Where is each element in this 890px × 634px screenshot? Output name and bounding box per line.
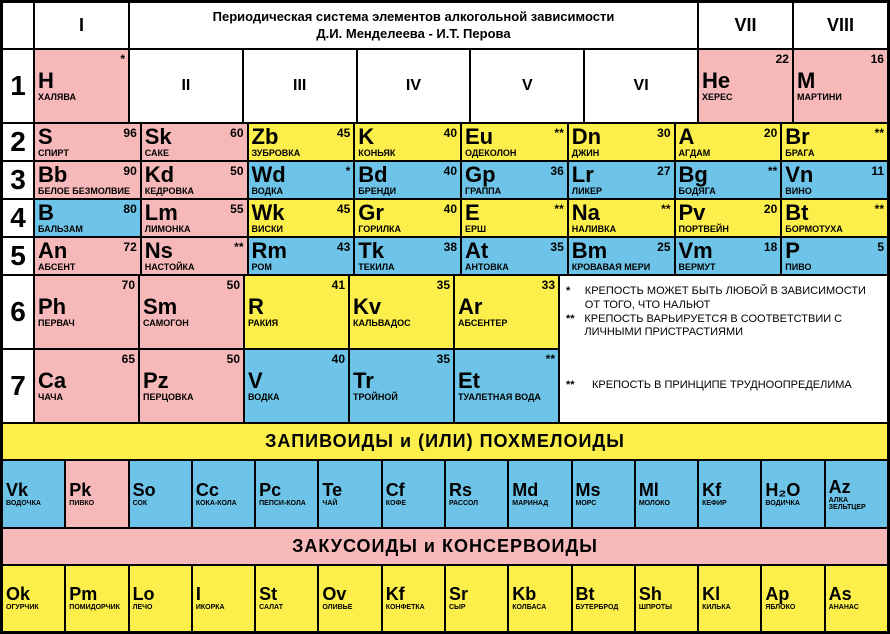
el-Lr: 27LrЛИКЕР (568, 161, 675, 199)
el-Pz: 50PzПЕРЦОВКА (139, 349, 244, 423)
el-Ar: 33ArАБСЕНТЕР (454, 275, 559, 349)
el-Lo: LoЛЕЧО (129, 565, 192, 632)
el-Et: **EtТУАЛЕТНАЯ ВОДА (454, 349, 559, 423)
el-E: **EЕРШ (461, 199, 568, 237)
el-P: 5PПИВО (781, 237, 888, 275)
col-I: I (34, 2, 129, 49)
rownum-7: 7 (2, 349, 34, 423)
title-line1: Периодическая система элементов алкоголь… (213, 9, 615, 26)
el-Kd: 50KdКЕДРОВКА (141, 161, 248, 199)
el-Ph: 70PhПЕРВАЧ (34, 275, 139, 349)
legend: *КРЕПОСТЬ МОЖЕТ БЫТЬ ЛЮБОЙ В ЗАВИСИМОСТИ… (559, 275, 888, 349)
band-zakusoidy: ЗАКУСОИДЫ и КОНСЕРВОИДЫ (2, 528, 888, 565)
el-Zb: 45ZbЗУБРОВКА (248, 123, 355, 161)
el-Vm: 18VmВЕРМУТ (675, 237, 782, 275)
el-Lm: 55LmЛИМОНКА (141, 199, 248, 237)
el-Gr: 40GrГОРИЛКА (354, 199, 461, 237)
el-He: 22HeХЕРЕС (698, 49, 793, 123)
el-Kf: KfКЕФИР (698, 460, 761, 527)
rownum-3: 3 (2, 161, 34, 199)
col-III: III (243, 49, 357, 123)
el-Ov: OvОЛИВЬЕ (318, 565, 381, 632)
el-Pm: PmПОМИДОРЧИК (65, 565, 128, 632)
el-Te: TeЧАЙ (318, 460, 381, 527)
el-Gp: 36GpГРАППА (461, 161, 568, 199)
col-II: II (129, 49, 243, 123)
col-VIII: VIII (793, 2, 888, 49)
el-B: 80BБАЛЬЗАМ (34, 199, 141, 237)
el-Sr: SrСЫР (445, 565, 508, 632)
el-Kb: KbКОЛБАСА (508, 565, 571, 632)
el-Pv: 20PvПОРТВЕЙН (675, 199, 782, 237)
el-St: StСАЛАТ (255, 565, 318, 632)
el-As: AsАНАНАС (825, 565, 888, 632)
el-Pc: PcПЕПСИ-КОЛА (255, 460, 318, 527)
el-Sm: 50SmСАМОГОН (139, 275, 244, 349)
el-Bd: 40BdБРЕНДИ (354, 161, 461, 199)
el-V: 40VВОДКА (244, 349, 349, 423)
el-Br: **BrБРАГА (781, 123, 888, 161)
legend-cont: **КРЕПОСТЬ В ПРИНЦИПЕ ТРУДНООПРЕДЕЛИМА (559, 349, 888, 423)
periodic-table: I Периодическая система элементов алкого… (0, 0, 890, 634)
el-Wk: 45WkВИСКИ (248, 199, 355, 237)
el-Ns: **NsНАСТОЙКА (141, 237, 248, 275)
el-Bm: 25BmКРОВАВАЯ МЕРИ (568, 237, 675, 275)
el-R: 41RРАКИЯ (244, 275, 349, 349)
title-block: Периодическая система элементов алкоголь… (129, 2, 698, 49)
title-line2: Д.И. Менделеева - И.Т. Перова (316, 26, 510, 43)
el-Ap: ApЯБЛОКО (761, 565, 824, 632)
el-Bt: BtБУТЕРБРОД (572, 565, 635, 632)
el-Sh: ShШПРОТЫ (635, 565, 698, 632)
corner (2, 2, 34, 49)
el-So: SoСОК (129, 460, 192, 527)
el-At: 35AtАНТОВКА (461, 237, 568, 275)
el-Kv: 35KvКАЛЬВАДОС (349, 275, 454, 349)
el-Rs: RsРАССОЛ (445, 460, 508, 527)
el-Vn: 11VnВИНО (781, 161, 888, 199)
el-Ms: MsМОРС (572, 460, 635, 527)
el-Vk: VkВОДОЧКА (2, 460, 65, 527)
el-Rm: 43RmРОМ (248, 237, 355, 275)
el-H: *HХАЛЯВА (34, 49, 129, 123)
el-Ml: MlМОЛОКО (635, 460, 698, 527)
el-Tk: 38TkТЕКИЛА (354, 237, 461, 275)
rownum-5: 5 (2, 237, 34, 275)
el-I: IИКОРКА (192, 565, 255, 632)
el-Eu: **EuОДЕКОЛОН (461, 123, 568, 161)
el-Ok: OkОГУРЧИК (2, 565, 65, 632)
el-Md: MdМАРИНАД (508, 460, 571, 527)
el-S: 96SСПИРТ (34, 123, 141, 161)
el-Pk: PkПИВКО (65, 460, 128, 527)
band-zapivoidy: ЗАПИВОИДЫ и (ИЛИ) ПОХМЕЛОИДЫ (2, 423, 888, 460)
col-V: V (470, 49, 584, 123)
el-A: 20AАГДАМ (675, 123, 782, 161)
col-IV: IV (357, 49, 471, 123)
el-Tr: 35TrТРОЙНОЙ (349, 349, 454, 423)
el-M: 16MМАРТИНИ (793, 49, 888, 123)
el-Bb: 90BbБЕЛОЕ БЕЗМОЛВИЕ (34, 161, 141, 199)
rownum-2: 2 (2, 123, 34, 161)
el-Kl: KlКИЛЬКА (698, 565, 761, 632)
rownum-1: 1 (2, 49, 34, 123)
el-Na: **NaНАЛИВКА (568, 199, 675, 237)
el-Bt: **BtБОРМОТУХА (781, 199, 888, 237)
el-Az: AzАЛКА ЗЕЛЬТЦЕР (825, 460, 888, 527)
el-Sk: 60SkСАКЕ (141, 123, 248, 161)
el-K: 40KКОНЬЯК (354, 123, 461, 161)
el-H₂O: H₂OВОДИЧКА (761, 460, 824, 527)
el-Wd: *WdВОДКА (248, 161, 355, 199)
el-Dn: 30DnДЖИН (568, 123, 675, 161)
el-An: 72AnАБСЕНТ (34, 237, 141, 275)
col-VII: VII (698, 2, 793, 49)
rownum-6: 6 (2, 275, 34, 349)
el-Cf: CfКОФЕ (382, 460, 445, 527)
el-Kf: KfКОНФЕТКА (382, 565, 445, 632)
el-Bg: **BgБОДЯГА (675, 161, 782, 199)
el-Cc: CcКОКА-КОЛА (192, 460, 255, 527)
col-VI: VI (584, 49, 698, 123)
el-Ca: 65CaЧАЧА (34, 349, 139, 423)
rownum-4: 4 (2, 199, 34, 237)
